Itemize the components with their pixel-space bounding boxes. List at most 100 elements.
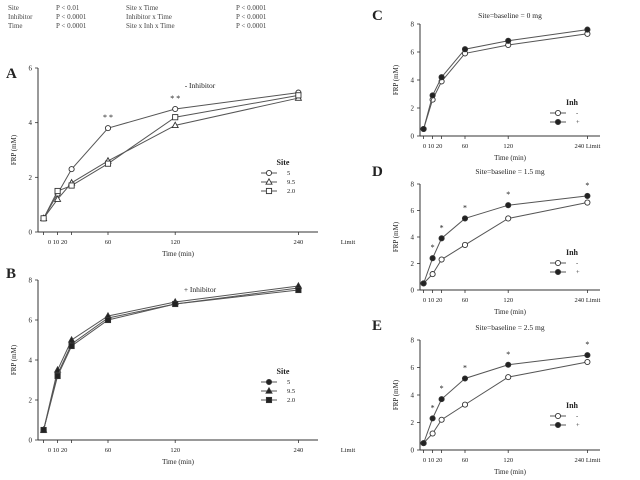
y-tick-label: 6	[411, 49, 415, 57]
stats-cell: Site x Time	[126, 4, 159, 12]
data-point	[505, 37, 512, 44]
data-point	[505, 374, 512, 381]
stats-cell: P < 0.0001	[56, 13, 87, 21]
y-tick-label: 2	[29, 397, 33, 405]
data-point	[461, 241, 469, 248]
y-tick-label: 4	[411, 392, 415, 400]
significance-marker: *	[431, 403, 435, 412]
series-line	[423, 361, 588, 444]
y-tick-label: 6	[411, 207, 415, 215]
data-point	[54, 187, 61, 195]
legend-marker	[554, 118, 562, 126]
x-tick-label: Limit	[341, 239, 356, 246]
legend-label: -	[576, 413, 578, 420]
x-tick-label: 240 Limit	[574, 457, 600, 464]
series-line	[43, 97, 299, 219]
legend-marker	[265, 396, 273, 404]
legend-marker	[265, 169, 273, 177]
data-point	[438, 74, 445, 81]
data-point	[584, 358, 591, 366]
y-axis-label: FRP (mM)	[392, 379, 400, 410]
x-tick-label: 120	[503, 143, 513, 150]
y-tick-label: 4	[29, 119, 33, 127]
y-tick-label: 0	[411, 447, 415, 455]
data-point	[461, 375, 469, 382]
stats-cell: P < 0.0001	[56, 22, 87, 30]
x-tick-label: 60	[462, 297, 469, 304]
data-point	[584, 352, 591, 359]
legend-title: Inh	[566, 248, 579, 257]
x-tick-label: 0 10 20	[48, 239, 68, 246]
y-tick-label: 0	[411, 287, 415, 295]
stats-row: Time P < 0.0001 Site x Inh x Time P < 0.…	[8, 22, 318, 31]
data-point	[420, 280, 427, 287]
legend-marker	[265, 187, 273, 195]
x-tick-label: 60	[462, 143, 469, 150]
y-axis-label: FRP (mM)	[392, 221, 400, 252]
data-point	[429, 271, 436, 278]
legend-title: Inh	[566, 401, 579, 410]
x-tick-label: 240 Limit	[574, 143, 600, 150]
stats-cell: P < 0.0001	[236, 13, 267, 21]
data-point	[438, 235, 445, 242]
legend-title: Site	[277, 158, 290, 167]
x-axis-label: Time (min)	[494, 154, 526, 162]
data-point	[295, 286, 302, 294]
series-line	[423, 195, 588, 284]
y-tick-label: 4	[411, 77, 415, 85]
data-point	[429, 415, 436, 422]
stats-cell: Inhibitor	[8, 13, 33, 21]
series-line	[43, 285, 299, 431]
series-line	[43, 287, 299, 431]
chart-title: + Inhibitor	[184, 285, 217, 294]
series-line	[43, 94, 299, 219]
x-axis-label: Time (min)	[494, 308, 526, 316]
significance-marker: *	[440, 223, 444, 232]
legend-label: -	[576, 110, 578, 117]
y-tick-label: 8	[411, 337, 415, 345]
y-tick-label: 6	[29, 65, 33, 73]
data-point	[172, 105, 179, 113]
series-line	[423, 33, 588, 130]
y-tick-label: 0	[29, 437, 33, 445]
data-point	[68, 166, 75, 173]
legend-label: +	[576, 422, 580, 429]
legend-title: Inh	[566, 98, 579, 107]
y-tick-label: 8	[411, 21, 415, 29]
x-tick-label: 120	[503, 297, 513, 304]
y-tick-label: 4	[29, 357, 33, 365]
legend-marker	[554, 259, 562, 267]
y-tick-label: 4	[411, 234, 415, 242]
x-tick-label: 120	[170, 239, 180, 246]
data-point	[438, 396, 445, 403]
stats-cell: P < 0.0001	[236, 22, 267, 30]
legend-marker	[265, 386, 273, 394]
data-point	[505, 202, 512, 209]
x-tick-label: 0 10 20	[423, 143, 443, 150]
x-axis-label: Time (min)	[494, 468, 526, 476]
data-point	[40, 426, 47, 434]
data-point	[104, 160, 112, 167]
data-point	[172, 114, 179, 121]
data-point	[584, 26, 591, 33]
y-tick-label: 2	[411, 105, 415, 113]
y-axis-label: FRP (mM)	[10, 134, 18, 165]
x-tick-label: 60	[462, 457, 469, 464]
legend-label: 9.5	[287, 179, 295, 186]
legend-label: -	[576, 260, 578, 267]
significance-marker: * *	[170, 94, 180, 103]
data-point	[461, 46, 469, 53]
y-tick-label: 0	[29, 229, 33, 237]
x-tick-label: 60	[105, 447, 112, 454]
series-line	[43, 92, 299, 219]
significance-marker: *	[585, 340, 589, 349]
significance-marker: *	[585, 181, 589, 190]
legend-marker	[554, 109, 562, 117]
x-axis-label: Time (min)	[162, 250, 194, 258]
data-point	[171, 121, 179, 129]
data-point	[40, 215, 47, 222]
y-axis-label: FRP (mM)	[10, 344, 18, 375]
series-line	[423, 29, 588, 130]
data-point	[429, 430, 436, 437]
